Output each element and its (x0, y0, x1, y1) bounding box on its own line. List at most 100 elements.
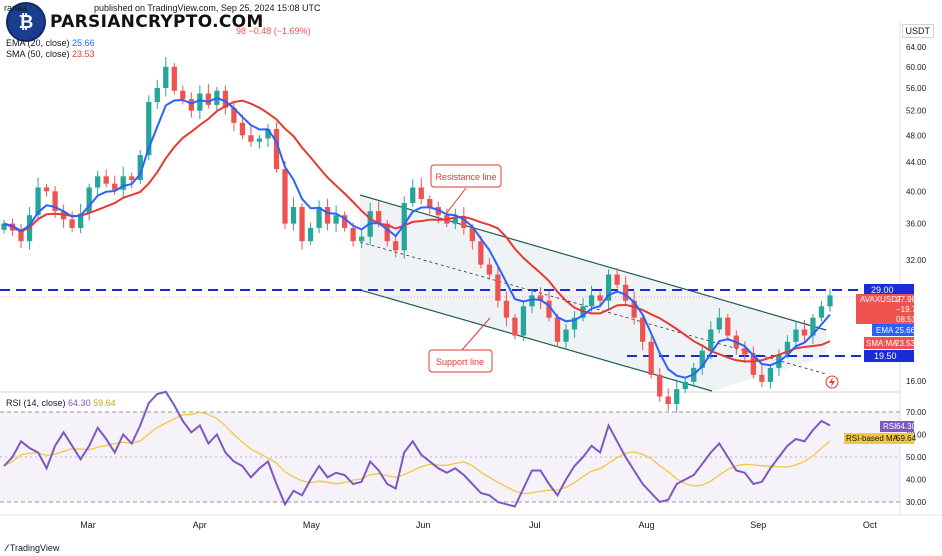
candle[interactable] (631, 300, 637, 318)
candle[interactable] (520, 306, 527, 336)
candle[interactable] (716, 317, 722, 330)
candle[interactable] (180, 90, 186, 100)
rsi-legend[interactable]: RSI (14, close) 64.30 59.64 (6, 398, 116, 408)
candle[interactable] (614, 274, 620, 285)
sma-legend[interactable]: SMA (50, close) 23.53 (6, 49, 95, 59)
candle[interactable] (290, 207, 297, 224)
candle[interactable] (401, 203, 407, 251)
candle[interactable] (299, 207, 305, 242)
candle[interactable] (333, 215, 339, 224)
candle[interactable] (563, 329, 569, 342)
time-axis[interactable]: Mar Apr May Jun Jul Aug Sep Oct (80, 520, 877, 530)
candle[interactable] (461, 216, 467, 228)
candle[interactable] (452, 216, 458, 224)
candle[interactable] (427, 199, 433, 208)
candle[interactable] (597, 295, 603, 301)
candle[interactable] (273, 128, 280, 170)
candle[interactable] (316, 207, 322, 228)
candle[interactable] (495, 274, 501, 301)
candle[interactable] (248, 135, 254, 142)
candle[interactable] (410, 187, 416, 204)
candle[interactable] (512, 317, 518, 336)
candle[interactable] (222, 90, 229, 108)
resistance-trendline[interactable] (359, 194, 827, 331)
tradingview-brand[interactable]: ⁄ TradingView (6, 543, 59, 553)
candle[interactable] (376, 211, 382, 224)
candle[interactable] (648, 341, 654, 375)
candle[interactable] (759, 374, 765, 382)
candle[interactable] (657, 374, 663, 397)
candle[interactable] (418, 187, 424, 200)
rsi-line[interactable] (3, 390, 831, 508)
candle[interactable] (282, 169, 288, 224)
candle[interactable] (350, 227, 356, 242)
candle[interactable] (265, 128, 271, 139)
lightning-alert-icon[interactable] (825, 375, 839, 389)
candle[interactable] (537, 295, 544, 301)
candle[interactable] (112, 183, 118, 190)
candle[interactable] (486, 264, 493, 275)
ema-legend[interactable]: EMA (20, close) 25.66 (6, 38, 95, 48)
candle[interactable] (52, 191, 58, 212)
candle[interactable] (171, 66, 177, 91)
candle[interactable] (469, 227, 475, 242)
candle[interactable] (239, 122, 246, 136)
candle[interactable] (384, 223, 390, 242)
candle[interactable] (146, 102, 152, 156)
candle[interactable] (571, 317, 578, 330)
resistance-annotation[interactable]: Resistance line (430, 164, 502, 215)
candle[interactable] (307, 227, 314, 242)
candle[interactable] (120, 176, 126, 190)
candle[interactable] (95, 176, 101, 188)
candle[interactable] (605, 274, 612, 301)
candle[interactable] (478, 241, 484, 265)
candle[interactable] (341, 215, 348, 228)
candle[interactable] (529, 295, 535, 307)
support-annotation[interactable]: Support line (428, 317, 493, 373)
candle[interactable] (784, 341, 791, 355)
candle[interactable] (708, 329, 714, 351)
rsi-ma-line[interactable] (3, 411, 831, 495)
candle[interactable] (818, 306, 825, 318)
rsi-axis[interactable]: 70.00 60.00 50.00 40.00 30.00 (906, 408, 927, 507)
candle[interactable] (77, 213, 84, 228)
candle[interactable] (546, 300, 552, 318)
candle[interactable] (801, 329, 808, 336)
candle[interactable] (18, 230, 24, 242)
candle[interactable] (205, 93, 212, 105)
candle[interactable] (35, 187, 41, 216)
candle[interactable] (750, 354, 757, 375)
candle[interactable] (324, 207, 331, 224)
candle[interactable] (231, 107, 237, 123)
candle[interactable] (725, 317, 731, 336)
candle[interactable] (793, 329, 799, 342)
candle[interactable] (393, 241, 399, 251)
candle[interactable] (810, 317, 816, 336)
sma-50-line[interactable] (3, 99, 831, 363)
candle[interactable] (682, 381, 688, 390)
candle[interactable] (622, 284, 629, 301)
candle[interactable] (503, 300, 510, 318)
candle[interactable] (359, 236, 365, 242)
candle[interactable] (197, 93, 203, 111)
candle[interactable] (86, 187, 92, 214)
candle[interactable] (1, 223, 7, 230)
candle[interactable] (674, 389, 680, 405)
candle[interactable] (188, 99, 194, 111)
candle[interactable] (43, 187, 50, 192)
candle[interactable] (699, 350, 705, 368)
candle[interactable] (435, 207, 441, 216)
candle[interactable] (588, 295, 595, 307)
candle[interactable] (256, 138, 263, 142)
ema-20-line[interactable] (3, 96, 831, 379)
candle[interactable] (554, 317, 561, 342)
candle[interactable] (827, 295, 833, 307)
candle[interactable] (742, 348, 748, 355)
candle[interactable] (767, 367, 774, 382)
price-axis[interactable]: 64.00 60.00 56.00 52.00 48.00 44.00 40.00 36.00… (906, 43, 927, 386)
candle[interactable] (137, 155, 143, 180)
candle[interactable] (640, 317, 646, 342)
candle[interactable] (103, 176, 109, 184)
candle[interactable] (665, 396, 671, 405)
